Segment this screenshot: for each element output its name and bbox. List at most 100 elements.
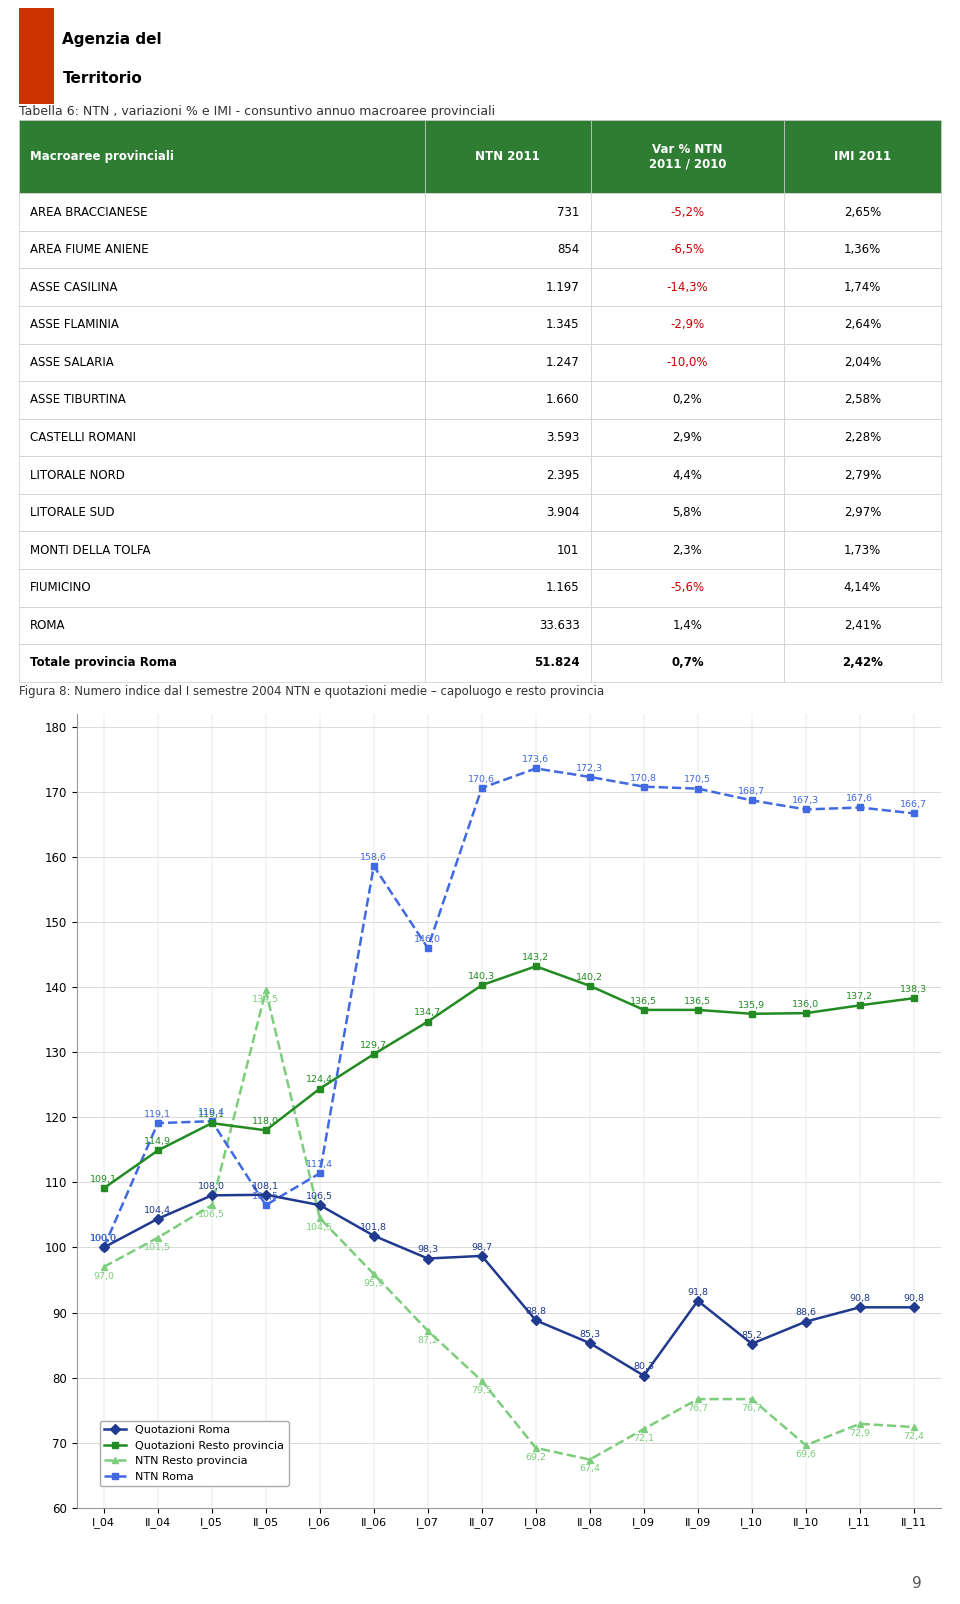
- FancyBboxPatch shape: [590, 343, 784, 382]
- Quotazioni Roma: [800, 1312, 811, 1331]
- Text: 170,5: 170,5: [684, 775, 711, 784]
- NTN Resto provincia: [800, 1436, 811, 1455]
- NTN Resto provincia: [368, 1264, 379, 1283]
- FancyBboxPatch shape: [19, 231, 424, 268]
- Text: 76,7: 76,7: [687, 1404, 708, 1413]
- Text: Tabella 6: NTN , variazioni % e IMI - consuntivo annuo macroaree provinciali: Tabella 6: NTN , variazioni % e IMI - co…: [19, 106, 495, 119]
- Quotazioni Resto provincia: [584, 977, 595, 996]
- Text: 106,5: 106,5: [199, 1209, 226, 1219]
- Text: Figura 8: Numero indice dal I semestre 2004 NTN e quotazioni medie – capoluogo e: Figura 8: Numero indice dal I semestre 2…: [19, 685, 605, 698]
- Text: 109,1: 109,1: [90, 1176, 117, 1184]
- Text: 4,4%: 4,4%: [672, 468, 703, 481]
- Text: 1,36%: 1,36%: [844, 244, 881, 257]
- Text: 170,6: 170,6: [468, 775, 495, 784]
- FancyBboxPatch shape: [590, 306, 784, 343]
- FancyBboxPatch shape: [590, 419, 784, 456]
- Text: 90,8: 90,8: [850, 1294, 871, 1302]
- Text: 129,7: 129,7: [360, 1041, 387, 1051]
- Quotazioni Roma: [98, 1238, 109, 1258]
- Quotazioni Roma: [530, 1310, 541, 1330]
- FancyBboxPatch shape: [784, 456, 941, 494]
- Text: 119,1: 119,1: [199, 1110, 226, 1120]
- Text: 124,4: 124,4: [306, 1075, 333, 1084]
- Text: 137,2: 137,2: [846, 993, 874, 1001]
- Quotazioni Resto provincia: [800, 1004, 811, 1023]
- FancyBboxPatch shape: [784, 194, 941, 231]
- Line: Quotazioni Roma: Quotazioni Roma: [101, 1192, 917, 1379]
- FancyBboxPatch shape: [424, 306, 590, 343]
- FancyBboxPatch shape: [784, 606, 941, 645]
- Text: 100,0: 100,0: [90, 1233, 117, 1243]
- Text: AREA BRACCIANESE: AREA BRACCIANESE: [31, 205, 148, 218]
- Text: 1.165: 1.165: [546, 581, 580, 593]
- Text: 67,4: 67,4: [579, 1464, 600, 1474]
- Text: 114,9: 114,9: [144, 1137, 171, 1147]
- FancyBboxPatch shape: [19, 531, 424, 569]
- Text: 2,58%: 2,58%: [844, 393, 881, 406]
- NTN Roma: [152, 1113, 163, 1132]
- NTN Roma: [476, 778, 488, 797]
- Quotazioni Roma: [746, 1335, 757, 1354]
- Text: 134,7: 134,7: [414, 1009, 442, 1017]
- Text: ASSE FLAMINIA: ASSE FLAMINIA: [31, 318, 119, 332]
- FancyBboxPatch shape: [590, 268, 784, 306]
- NTN Resto provincia: [260, 980, 272, 999]
- Quotazioni Resto provincia: [206, 1113, 218, 1132]
- NTN Resto provincia: [854, 1415, 866, 1434]
- Text: 166,7: 166,7: [900, 800, 927, 808]
- Quotazioni Roma: [206, 1185, 218, 1205]
- Text: 1,73%: 1,73%: [844, 544, 881, 557]
- Text: 3.593: 3.593: [546, 431, 580, 444]
- FancyBboxPatch shape: [19, 494, 424, 531]
- Text: FIUMICINO: FIUMICINO: [31, 581, 92, 593]
- Text: 139,5: 139,5: [252, 994, 279, 1004]
- FancyBboxPatch shape: [19, 569, 424, 606]
- Text: 85,3: 85,3: [579, 1330, 600, 1339]
- Quotazioni Resto provincia: [314, 1079, 325, 1099]
- Text: 95,9: 95,9: [363, 1278, 384, 1288]
- NTN Resto provincia: [692, 1389, 704, 1408]
- Quotazioni Roma: [152, 1209, 163, 1229]
- FancyBboxPatch shape: [590, 231, 784, 268]
- FancyBboxPatch shape: [19, 419, 424, 456]
- Text: -10,0%: -10,0%: [666, 356, 708, 369]
- FancyBboxPatch shape: [784, 268, 941, 306]
- Quotazioni Roma: [260, 1185, 272, 1205]
- Text: -2,9%: -2,9%: [670, 318, 705, 332]
- Text: 1,74%: 1,74%: [844, 281, 881, 294]
- Quotazioni Roma: [314, 1195, 325, 1214]
- FancyBboxPatch shape: [590, 569, 784, 606]
- Text: 146,0: 146,0: [415, 935, 442, 943]
- FancyBboxPatch shape: [424, 231, 590, 268]
- Text: 143,2: 143,2: [522, 953, 549, 962]
- Text: 119,1: 119,1: [144, 1110, 171, 1120]
- NTN Resto provincia: [314, 1208, 325, 1227]
- NTN Roma: [800, 800, 811, 820]
- Text: 2,79%: 2,79%: [844, 468, 881, 481]
- NTN Roma: [422, 938, 434, 958]
- Quotazioni Roma: [638, 1367, 650, 1386]
- Text: 2,04%: 2,04%: [844, 356, 881, 369]
- NTN Roma: [530, 759, 541, 778]
- Line: NTN Roma: NTN Roma: [101, 765, 917, 1251]
- FancyBboxPatch shape: [19, 268, 424, 306]
- Text: ASSE SALARIA: ASSE SALARIA: [31, 356, 114, 369]
- Line: Quotazioni Resto provincia: Quotazioni Resto provincia: [101, 962, 917, 1192]
- Text: NTN 2011: NTN 2011: [475, 151, 540, 164]
- Text: -5,6%: -5,6%: [670, 581, 705, 593]
- Text: 167,3: 167,3: [792, 796, 820, 805]
- FancyBboxPatch shape: [424, 606, 590, 645]
- FancyBboxPatch shape: [784, 343, 941, 382]
- Text: Var % NTN
2011 / 2010: Var % NTN 2011 / 2010: [649, 143, 726, 170]
- FancyBboxPatch shape: [424, 569, 590, 606]
- Text: 104,4: 104,4: [144, 1206, 171, 1214]
- Quotazioni Resto provincia: [260, 1121, 272, 1140]
- Quotazioni Resto provincia: [908, 988, 920, 1007]
- Text: 87,2: 87,2: [418, 1336, 439, 1344]
- FancyBboxPatch shape: [424, 268, 590, 306]
- Text: 2,3%: 2,3%: [673, 544, 702, 557]
- Text: 90,8: 90,8: [903, 1294, 924, 1302]
- NTN Resto provincia: [422, 1322, 434, 1341]
- Text: 2.395: 2.395: [546, 468, 580, 481]
- Text: AREA FIUME ANIENE: AREA FIUME ANIENE: [31, 244, 149, 257]
